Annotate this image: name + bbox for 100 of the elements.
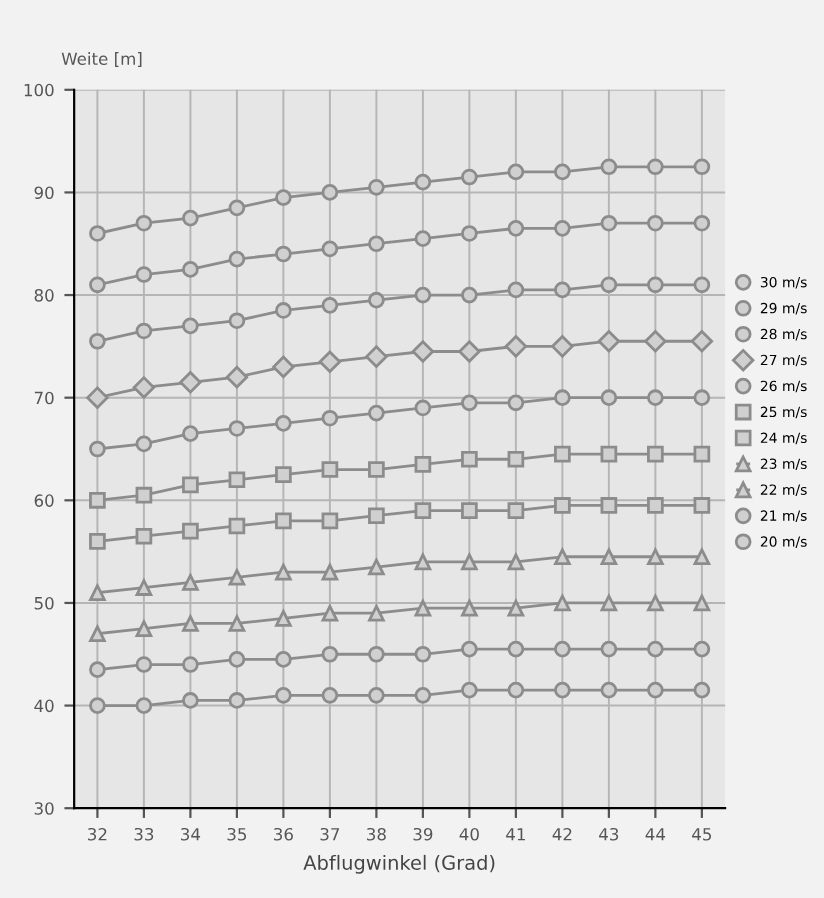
point — [693, 640, 711, 658]
point — [414, 645, 432, 663]
point — [135, 656, 153, 673]
point — [365, 345, 388, 368]
point — [554, 594, 571, 612]
point — [228, 517, 246, 535]
point — [647, 214, 664, 232]
point — [135, 214, 153, 232]
point — [461, 553, 478, 571]
point — [600, 497, 618, 514]
point — [321, 409, 339, 427]
point — [368, 645, 385, 663]
point — [182, 615, 199, 632]
point — [507, 681, 525, 699]
point — [507, 599, 525, 617]
point — [414, 686, 432, 704]
point — [600, 640, 618, 658]
point — [554, 497, 571, 514]
point — [693, 214, 711, 232]
point — [693, 548, 711, 566]
point — [461, 168, 478, 186]
x-tick-label: 43 — [599, 827, 619, 841]
x-tick-label: 39 — [413, 827, 433, 841]
point — [179, 371, 202, 394]
x-tick-label: 42 — [552, 827, 572, 841]
point — [89, 332, 106, 350]
y-tick-label: 50 — [34, 596, 54, 610]
point — [318, 350, 342, 373]
point — [275, 245, 292, 263]
point — [554, 163, 571, 181]
point — [554, 640, 571, 658]
point — [647, 445, 664, 463]
point — [368, 178, 385, 196]
point — [600, 276, 618, 294]
point — [182, 574, 199, 591]
point — [461, 450, 478, 468]
point — [507, 553, 525, 571]
point — [551, 335, 574, 358]
point — [225, 365, 249, 389]
point — [182, 522, 199, 540]
point — [461, 225, 478, 242]
point — [275, 302, 292, 319]
point — [228, 420, 246, 437]
point — [554, 681, 571, 699]
point — [458, 340, 481, 363]
point — [89, 276, 106, 294]
y-tick-label: 30 — [34, 802, 54, 815]
point — [504, 335, 528, 358]
point — [321, 461, 339, 478]
x-tick-label: 34 — [181, 827, 201, 841]
point — [693, 681, 711, 699]
x-axis-title: Abflugwinkel (Grad) — [303, 854, 495, 874]
point — [461, 640, 478, 658]
point — [693, 389, 711, 407]
point — [647, 497, 664, 514]
point — [275, 189, 292, 206]
point — [461, 394, 478, 412]
point — [368, 291, 385, 309]
point — [461, 286, 478, 304]
point — [89, 225, 106, 242]
point — [89, 440, 106, 458]
point — [135, 620, 153, 637]
point — [182, 692, 199, 709]
point — [275, 415, 292, 432]
point — [321, 240, 339, 258]
point — [228, 651, 246, 668]
point — [368, 686, 385, 704]
point — [647, 276, 664, 294]
point — [414, 599, 432, 617]
y-axis-title: Weite [m] — [61, 52, 142, 67]
point — [647, 389, 664, 407]
point — [414, 173, 432, 191]
point — [321, 563, 339, 581]
point — [182, 261, 199, 278]
point — [507, 502, 525, 519]
point — [182, 209, 199, 227]
y-tick-label: 60 — [34, 494, 54, 507]
point — [507, 220, 525, 237]
point — [321, 296, 339, 314]
point — [272, 355, 295, 379]
y-tick-label: 40 — [34, 699, 54, 713]
x-tick-label: 35 — [227, 827, 247, 841]
point — [507, 163, 525, 181]
point — [414, 399, 432, 417]
point — [507, 281, 525, 299]
x-tick-label: 36 — [274, 827, 293, 841]
y-tick-label: 80 — [34, 289, 54, 302]
point — [321, 645, 339, 663]
x-tick-label: 45 — [692, 828, 712, 841]
point — [647, 681, 664, 699]
point — [135, 435, 153, 453]
point — [600, 548, 618, 566]
point — [275, 466, 292, 483]
point — [132, 376, 156, 399]
point — [228, 568, 246, 586]
point — [182, 317, 199, 335]
point — [600, 389, 618, 407]
point — [89, 697, 106, 714]
y-tick-label: 90 — [34, 186, 54, 199]
point — [600, 158, 618, 176]
